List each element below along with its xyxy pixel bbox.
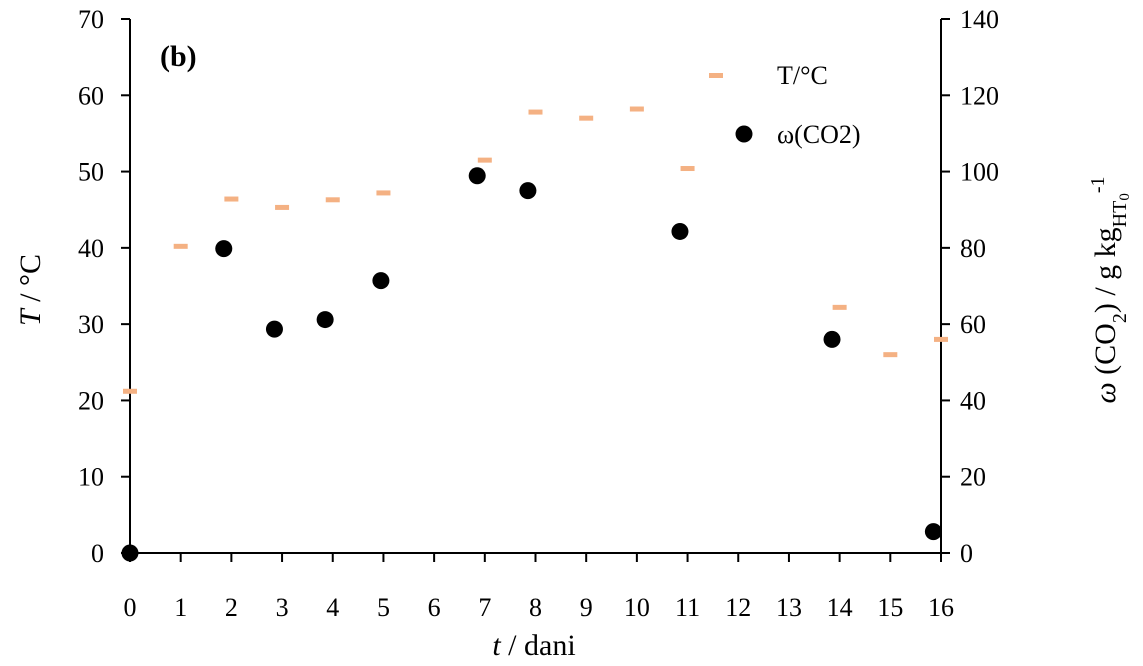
- x-tick-label: 4: [326, 593, 339, 622]
- y-axis-right-title: ω (CO2) / g kgHT0-1: [1087, 176, 1133, 403]
- y-left-tick-label: 0: [91, 539, 104, 568]
- y-right-tick-label: 0: [960, 539, 973, 568]
- axes: [129, 19, 942, 554]
- co2-point: [468, 167, 486, 185]
- y-left-tick-label: 10: [78, 463, 104, 492]
- y-right-tick-label: 140: [960, 5, 999, 34]
- x-tick-label: 2: [225, 593, 238, 622]
- temperature-point: [680, 166, 695, 172]
- x-tick-label: 15: [877, 593, 903, 622]
- legend-label-co2: ω(CO2): [777, 120, 861, 149]
- x-tick-label: 10: [624, 593, 650, 622]
- co2-point: [924, 523, 942, 541]
- co2-point: [671, 222, 689, 240]
- temperature-point: [629, 106, 644, 112]
- x-tick-label: 0: [124, 593, 137, 622]
- y-left-tick-label: 30: [78, 310, 104, 339]
- temperature-point: [123, 388, 137, 394]
- x-tick-label: 9: [580, 593, 593, 622]
- co2-point: [372, 272, 390, 290]
- y-right-tick-label: 40: [960, 386, 986, 415]
- co2-point: [823, 330, 841, 348]
- co2-point: [316, 311, 334, 329]
- temperature-point: [934, 336, 948, 342]
- x-tick-label: 6: [428, 593, 441, 622]
- co2-point: [519, 182, 537, 200]
- panel-label: (b): [160, 40, 197, 73]
- y-right-tick-label: 20: [960, 463, 986, 492]
- legend-label-temperature: T/°C: [777, 61, 828, 90]
- temperature-point: [579, 115, 594, 121]
- temperature-point: [224, 196, 239, 202]
- x-tick-label: 1: [174, 593, 187, 622]
- temperature-point: [832, 304, 847, 310]
- y-left-tick-label: 60: [78, 81, 104, 110]
- y-right-tick-label: 120: [960, 81, 999, 110]
- y-right-tick-label: 80: [960, 234, 986, 263]
- y-axis-left-title: T / °C: [14, 254, 47, 326]
- temperature-point: [275, 204, 290, 210]
- legend-marker-co2: [735, 125, 753, 143]
- y-left-tick-label: 70: [78, 5, 104, 34]
- legend: T/°C ω(CO2): [709, 61, 861, 149]
- x-tick-label: 14: [827, 593, 853, 622]
- data-marks: [121, 106, 948, 562]
- x-tick-label: 16: [928, 593, 954, 622]
- x-axis-title: t / dani: [492, 629, 575, 662]
- y-right-tick-label: 60: [960, 310, 986, 339]
- x-tick-label: 7: [478, 593, 491, 622]
- temperature-point: [528, 109, 543, 115]
- y-left-tick-label: 20: [78, 386, 104, 415]
- x-tick-label: 12: [725, 593, 751, 622]
- x-tick-label: 13: [776, 593, 802, 622]
- ticks: 0 1 2 3 4 5 6 7 8 9 10 11 12 13 14 15 160102030405060700…: [78, 5, 999, 622]
- co2-point: [265, 320, 283, 338]
- y-left-tick-label: 40: [78, 234, 104, 263]
- temperature-point: [477, 157, 492, 163]
- temperature-point: [883, 352, 898, 358]
- x-tick-label: 5: [377, 593, 390, 622]
- legend-marker-temperature: [709, 73, 723, 78]
- temperature-point: [173, 243, 188, 249]
- temperature-point: [376, 190, 391, 196]
- temperature-point: [325, 197, 340, 203]
- x-tick-label: 11: [675, 593, 700, 622]
- x-tick-label: 8: [529, 593, 542, 622]
- y-right-tick-label: 100: [960, 158, 999, 187]
- co2-point: [121, 544, 139, 562]
- co2-point: [215, 240, 233, 258]
- x-tick-label: 3: [276, 593, 289, 622]
- y-left-tick-label: 50: [78, 158, 104, 187]
